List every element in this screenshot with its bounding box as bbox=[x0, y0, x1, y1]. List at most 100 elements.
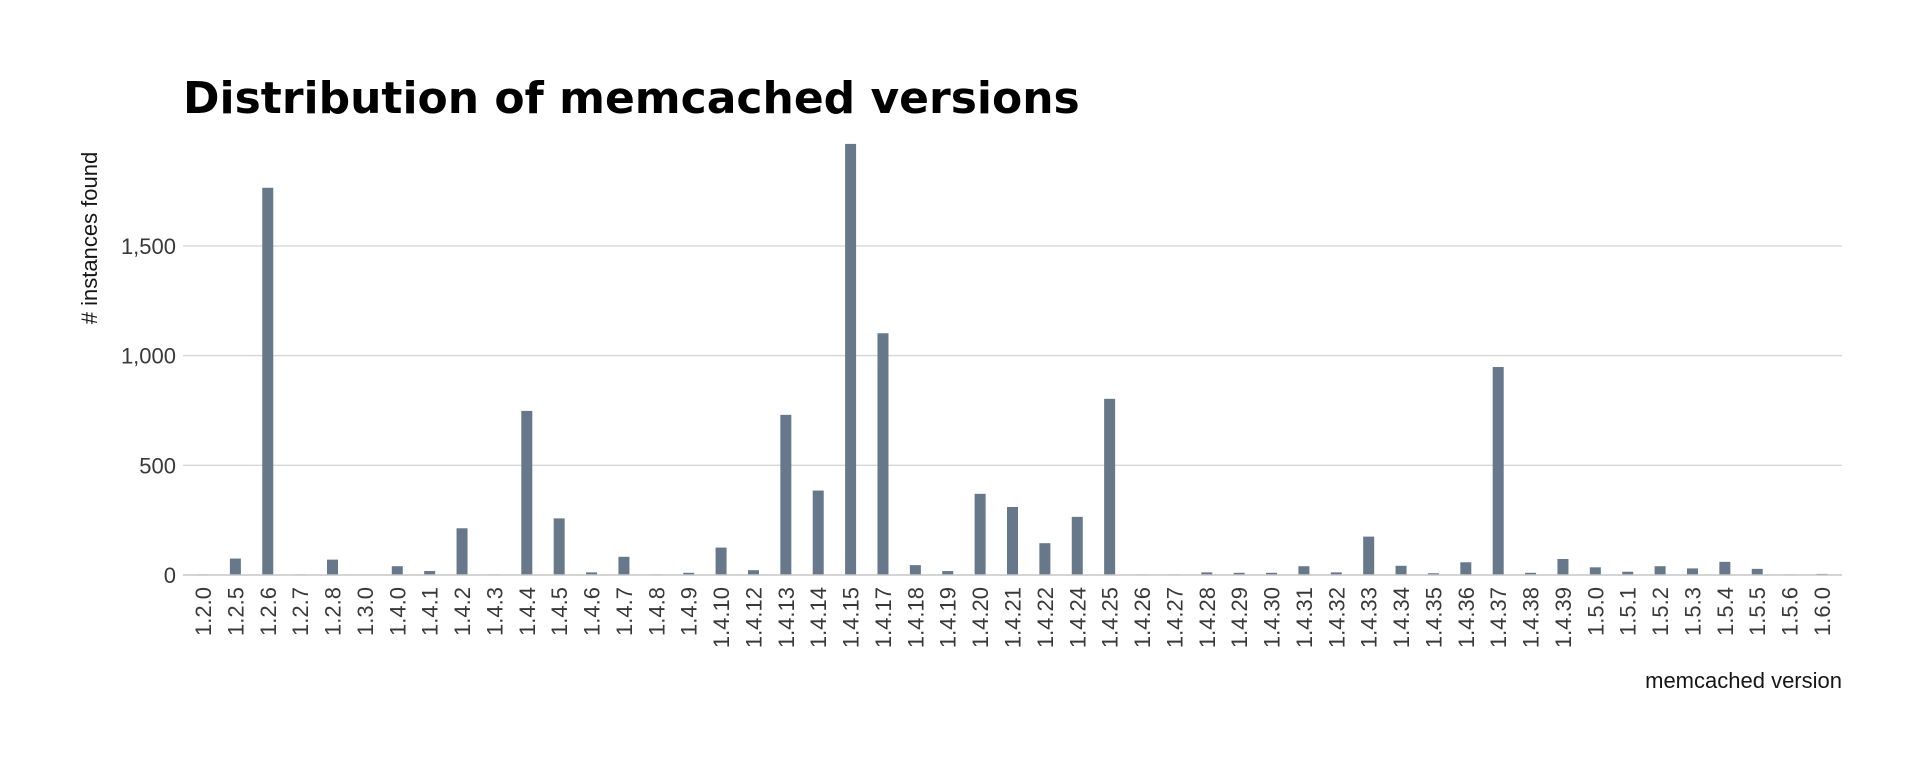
bar bbox=[1589, 567, 1601, 575]
x-tick-label: 1.4.29 bbox=[1227, 587, 1252, 648]
bar bbox=[1395, 565, 1407, 575]
bar bbox=[1654, 566, 1666, 575]
x-tick-label: 1.4.32 bbox=[1324, 587, 1349, 648]
x-tick-label: 1.4.18 bbox=[903, 587, 928, 648]
x-tick-label: 1.4.6 bbox=[580, 587, 605, 636]
bar bbox=[1525, 572, 1537, 575]
bar bbox=[1071, 516, 1083, 575]
x-tick-label: 1.4.25 bbox=[1098, 587, 1123, 648]
bar bbox=[1104, 398, 1116, 575]
x-tick-label: 1.4.22 bbox=[1033, 587, 1058, 648]
x-tick-label: 1.5.6 bbox=[1778, 587, 1803, 636]
x-tick-label: 1.4.8 bbox=[644, 587, 669, 636]
x-tick-label: 1.4.13 bbox=[774, 587, 799, 648]
x-tick-label: 1.4.4 bbox=[515, 587, 540, 636]
bars bbox=[197, 143, 1828, 575]
bar bbox=[618, 556, 630, 575]
bar bbox=[262, 187, 274, 575]
x-tick-label: 1.3.0 bbox=[353, 587, 378, 636]
x-tick-label: 1.4.30 bbox=[1260, 587, 1285, 648]
bar bbox=[1719, 561, 1731, 575]
x-tick-label: 1.4.15 bbox=[839, 587, 864, 648]
bar bbox=[1557, 558, 1569, 575]
bar bbox=[1751, 568, 1763, 575]
bar bbox=[1363, 536, 1375, 575]
bar bbox=[1492, 367, 1504, 575]
y-tick-label: 0 bbox=[164, 563, 176, 588]
bar bbox=[1266, 572, 1278, 575]
x-tick-label: 1.4.36 bbox=[1454, 587, 1479, 648]
x-tick-label: 1.2.6 bbox=[256, 587, 281, 636]
bar bbox=[1007, 506, 1018, 575]
x-tick-label: 1.5.4 bbox=[1713, 587, 1738, 636]
bar bbox=[845, 143, 857, 575]
x-tick-label: 1.4.20 bbox=[968, 587, 993, 648]
x-tick-label: 1.4.10 bbox=[709, 587, 734, 648]
x-tick-label: 1.4.3 bbox=[482, 587, 507, 636]
x-tick-label: 1.5.5 bbox=[1745, 587, 1770, 636]
bar bbox=[229, 558, 241, 575]
bar bbox=[1330, 572, 1342, 575]
bar bbox=[747, 570, 759, 575]
bar bbox=[780, 414, 792, 575]
y-tick-label: 1,000 bbox=[121, 344, 176, 369]
grid-lines bbox=[183, 245, 1842, 467]
x-tick-label: 1.4.33 bbox=[1357, 587, 1382, 648]
bar bbox=[1427, 573, 1439, 575]
x-tick-label: 1.4.5 bbox=[547, 587, 572, 636]
y-axis-label: # instances found bbox=[77, 152, 102, 324]
x-tick-label: 1.4.34 bbox=[1389, 587, 1414, 648]
x-tick-label: 1.5.3 bbox=[1680, 587, 1705, 636]
x-tick-label: 1.4.1 bbox=[418, 587, 443, 636]
x-axis-ticks: 1.2.0 1.2.5 1.2.6 1.2.7 1.2.8 1.3.0 1.4.0 1.4.1… bbox=[191, 587, 1835, 648]
bar bbox=[1233, 572, 1245, 575]
chart-title: Distribution of memcached versions bbox=[183, 73, 1080, 124]
bar bbox=[424, 571, 436, 575]
x-tick-label: 1.2.0 bbox=[191, 587, 216, 636]
bar bbox=[553, 518, 565, 575]
x-tick-label: 1.4.27 bbox=[1162, 587, 1187, 648]
x-tick-label: 1.4.7 bbox=[612, 587, 637, 636]
y-tick-label: 500 bbox=[139, 453, 176, 478]
x-axis-label: memcached version bbox=[1645, 668, 1842, 693]
x-tick-label: 1.6.0 bbox=[1810, 587, 1835, 636]
x-tick-label: 1.4.31 bbox=[1292, 587, 1317, 648]
y-axis-ticks: 0 500 1,000 1,500 bbox=[121, 234, 176, 588]
bar bbox=[456, 528, 468, 575]
x-tick-label: 1.2.5 bbox=[223, 587, 248, 636]
x-tick-label: 1.4.19 bbox=[936, 587, 961, 648]
bar bbox=[521, 410, 533, 575]
bar bbox=[877, 333, 889, 575]
bar bbox=[683, 572, 695, 575]
x-tick-label: 1.5.1 bbox=[1616, 587, 1641, 636]
bar bbox=[1460, 562, 1472, 575]
x-tick-label: 1.4.24 bbox=[1065, 587, 1090, 648]
bar bbox=[586, 572, 598, 575]
x-tick-label: 1.4.2 bbox=[450, 587, 475, 636]
x-tick-label: 1.2.8 bbox=[321, 587, 346, 636]
x-tick-label: 1.4.12 bbox=[741, 587, 766, 648]
x-tick-label: 1.4.14 bbox=[806, 587, 831, 648]
bar bbox=[391, 566, 403, 575]
bar bbox=[974, 493, 986, 575]
y-tick-label: 1,500 bbox=[121, 234, 176, 259]
bar bbox=[327, 559, 339, 575]
x-tick-label: 1.4.37 bbox=[1486, 587, 1511, 648]
bar bbox=[1686, 568, 1698, 575]
bar bbox=[1201, 572, 1213, 575]
bar bbox=[1298, 566, 1310, 575]
x-tick-label: 1.4.38 bbox=[1519, 587, 1544, 648]
x-tick-label: 1.4.9 bbox=[677, 587, 702, 636]
x-tick-label: 1.4.21 bbox=[1001, 587, 1026, 648]
x-tick-label: 1.4.0 bbox=[385, 587, 410, 636]
x-tick-label: 1.5.0 bbox=[1583, 587, 1608, 636]
x-tick-label: 1.4.35 bbox=[1421, 587, 1446, 648]
x-tick-label: 1.4.26 bbox=[1130, 587, 1155, 648]
x-tick-label: 1.4.39 bbox=[1551, 587, 1576, 648]
x-tick-label: 1.2.7 bbox=[288, 587, 313, 636]
x-tick-label: 1.4.17 bbox=[871, 587, 896, 648]
x-tick-label: 1.4.28 bbox=[1195, 587, 1220, 648]
x-tick-label: 1.5.2 bbox=[1648, 587, 1673, 636]
